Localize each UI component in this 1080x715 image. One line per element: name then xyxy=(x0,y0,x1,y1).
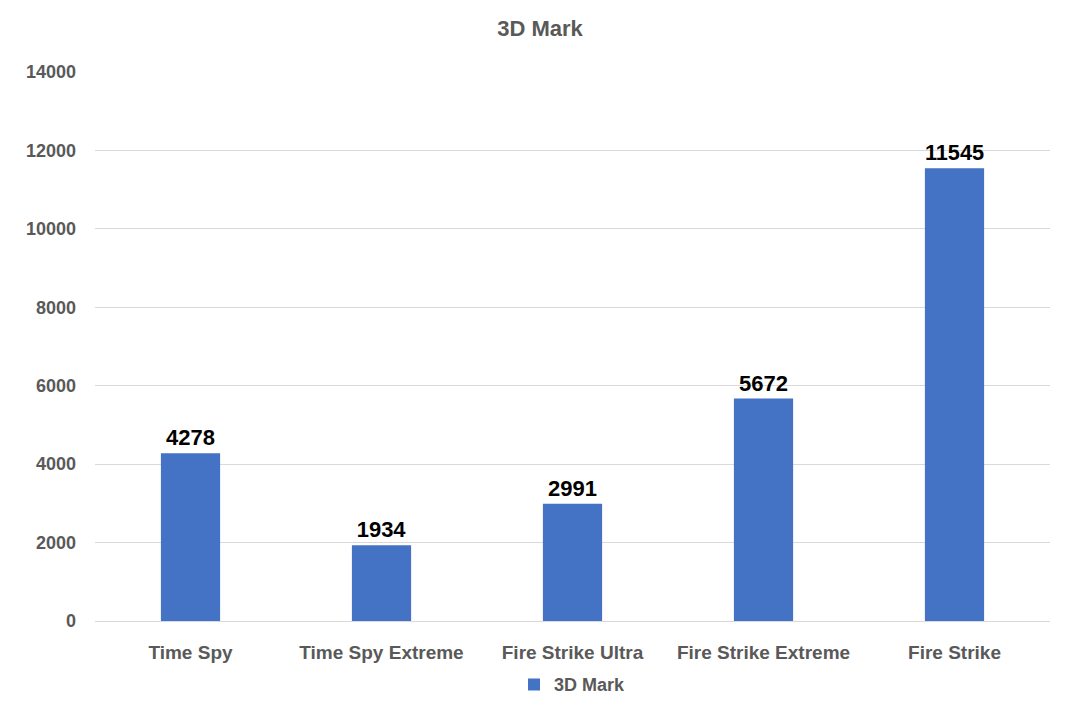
svg-text:4278: 4278 xyxy=(166,425,215,450)
svg-text:8000: 8000 xyxy=(36,298,76,318)
svg-text:Fire Strike Ultra: Fire Strike Ultra xyxy=(502,642,644,663)
svg-text:Fire Strike: Fire Strike xyxy=(908,642,1001,663)
svg-text:Time Spy: Time Spy xyxy=(148,642,233,663)
svg-text:14000: 14000 xyxy=(26,62,76,82)
svg-text:4000: 4000 xyxy=(36,454,76,474)
svg-text:Time Spy Extreme: Time Spy Extreme xyxy=(299,642,463,663)
svg-text:1934: 1934 xyxy=(357,517,407,542)
svg-text:0: 0 xyxy=(66,611,76,631)
svg-text:10000: 10000 xyxy=(26,219,76,239)
svg-text:5672: 5672 xyxy=(739,371,788,396)
svg-text:6000: 6000 xyxy=(36,376,76,396)
svg-text:11545: 11545 xyxy=(925,140,984,165)
svg-text:Fire Strike Extreme: Fire Strike Extreme xyxy=(677,642,850,663)
svg-text:12000: 12000 xyxy=(26,141,76,161)
svg-text:3D Mark: 3D Mark xyxy=(554,675,625,695)
svg-text:2991: 2991 xyxy=(548,476,597,501)
svg-text:3D Mark: 3D Mark xyxy=(497,16,583,41)
svg-text:2000: 2000 xyxy=(36,533,76,553)
